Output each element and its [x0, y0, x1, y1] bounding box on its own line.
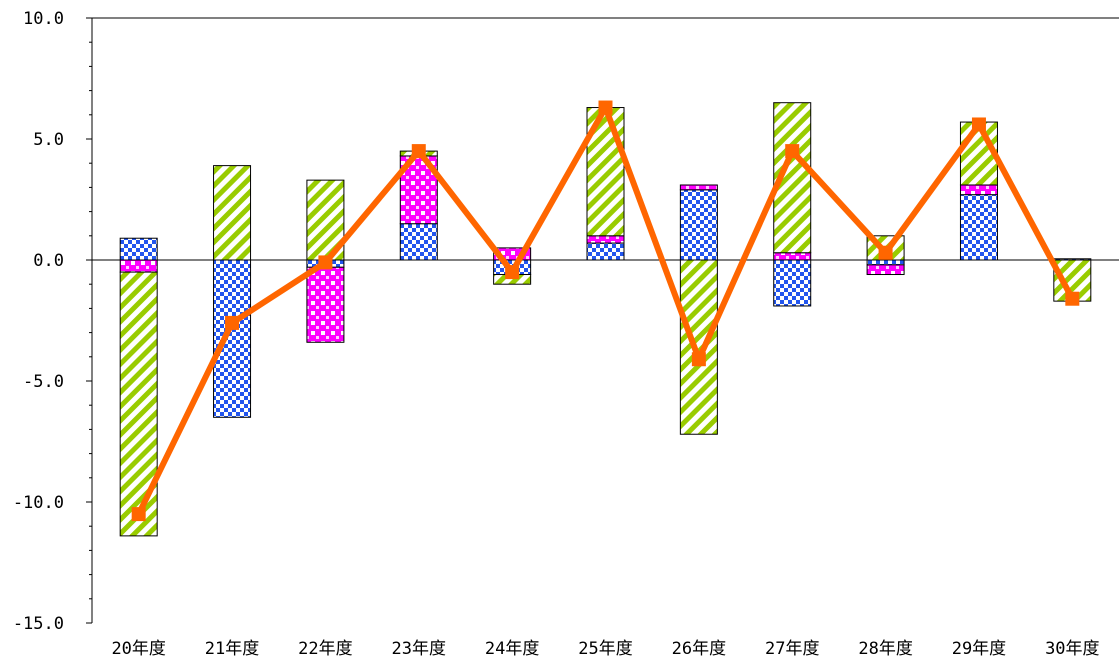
y-tick-label: 5.0	[33, 130, 64, 150]
total-marker-9	[879, 246, 893, 260]
x-tick-label: 23年度	[392, 639, 446, 659]
total-marker-10	[972, 117, 986, 131]
bar-pink-1	[120, 260, 157, 272]
x-tick-label: 29年度	[952, 639, 1006, 659]
bar-pink-8	[774, 253, 811, 260]
total-marker-8	[785, 144, 799, 158]
bar-blue-8	[774, 260, 811, 306]
y-tick-label: 0.0	[33, 251, 64, 271]
bar-blue-2	[214, 260, 251, 417]
y-tick-label: -15.0	[13, 614, 64, 634]
bar-pink-3	[307, 267, 344, 342]
x-tick-label: 28年度	[858, 639, 912, 659]
total-marker-4	[412, 144, 426, 158]
y-tick-label: -5.0	[23, 372, 64, 392]
total-marker-6	[599, 101, 613, 115]
bar-blue-10	[960, 195, 997, 260]
x-tick-label: 30年度	[1045, 639, 1099, 659]
bar-pink-10	[960, 185, 997, 195]
bar-green-1	[120, 272, 157, 536]
bar-pink-6	[587, 236, 624, 243]
x-tick-label: 26年度	[672, 639, 726, 659]
bar-green-7	[680, 260, 717, 434]
total-marker-11	[1065, 292, 1079, 306]
bar-blue-4	[400, 224, 437, 260]
x-tick-label: 22年度	[298, 639, 352, 659]
total-marker-7	[692, 352, 706, 366]
x-tick-label: 27年度	[765, 639, 819, 659]
y-tick-label: 10.0	[23, 9, 64, 29]
y-tick-label: -10.0	[13, 493, 64, 513]
bar-blue-6	[587, 243, 624, 260]
bar-pink-9	[867, 265, 904, 275]
bar-green-2	[214, 166, 251, 260]
total-marker-3	[318, 255, 332, 269]
x-tick-label: 21年度	[205, 639, 259, 659]
bar-blue-7	[680, 190, 717, 260]
total-marker-1	[132, 507, 146, 521]
x-tick-label: 25年度	[578, 639, 632, 659]
bar-blue-1	[120, 238, 157, 260]
x-tick-label: 20年度	[111, 639, 165, 659]
total-marker-2	[225, 316, 239, 330]
tick-labels: -15.0 -10.0 -5.0 0.0 5.0 10.0 20年度 21年度 22年度 23年度…	[13, 9, 1100, 659]
x-tick-label: 24年度	[485, 639, 539, 659]
bar-blue-9	[867, 260, 904, 265]
bar-pink-7	[680, 185, 717, 190]
total-marker-5	[505, 265, 519, 279]
